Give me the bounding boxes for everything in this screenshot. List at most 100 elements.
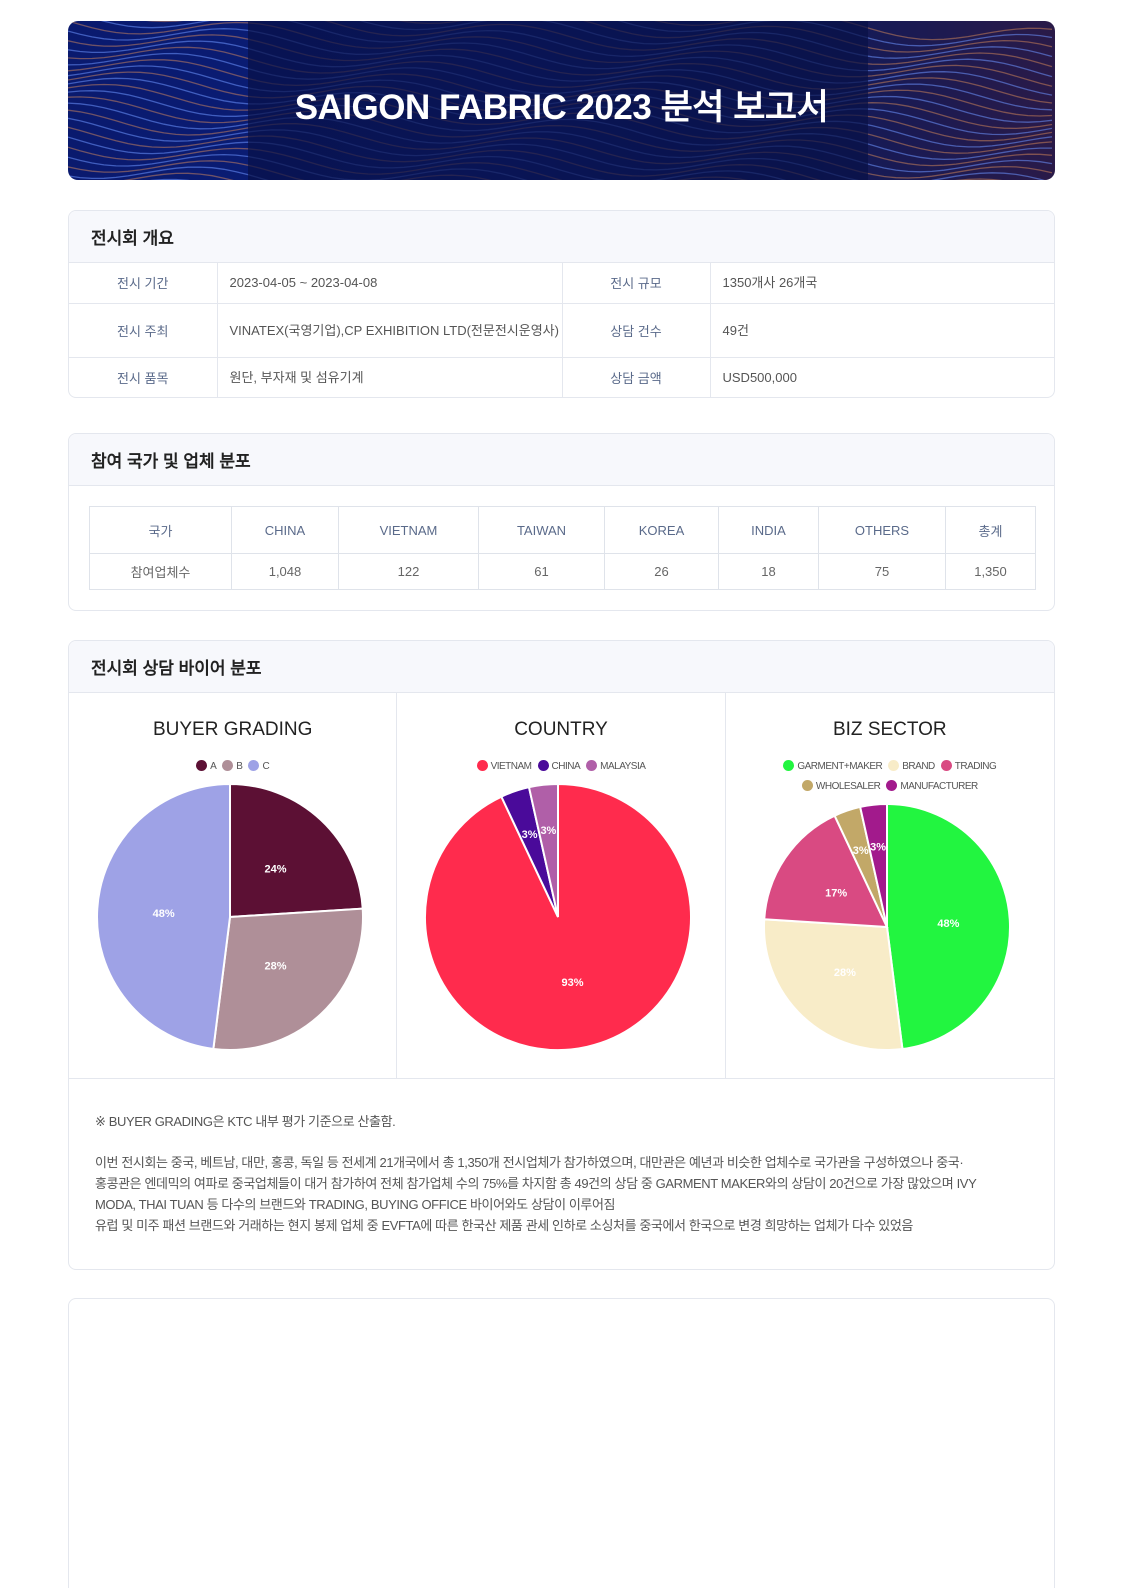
overview-card: 전시회 개요 전시 기간 2023-04-05 ~ 2023-04-08 전시 … — [68, 210, 1055, 398]
chart-biz-sector: BIZ SECTOR GARMENT+MAKER BRAND TRADING WHOL… — [726, 693, 1054, 1078]
pie-slice — [229, 782, 364, 919]
chart-title: BUYER GRADING — [152, 719, 313, 740]
banner-wave-line — [398, 21, 1053, 53]
overview-value: 1350개사 26개국 — [722, 275, 818, 291]
empty-card — [68, 1298, 1055, 1588]
country-col-header: 국가 — [89, 506, 232, 554]
country-cell: 122 — [338, 553, 479, 590]
legend-swatch — [888, 760, 900, 771]
overview-row: 전시 품목 원단, 부자재 및 섬유기계 상담 금액 USD500,000 — [69, 356, 1054, 397]
pie-chart: 48% 28% 17% 3% 3% — [762, 802, 1011, 1051]
banner-wave-pattern — [68, 21, 1053, 180]
report-title: SAIGON FABRIC 2023 분석 보고서 — [294, 88, 829, 127]
banner-wave-line — [68, 166, 269, 180]
country-cell: 참여업체수 — [89, 553, 232, 590]
legend-swatch — [248, 760, 260, 771]
pie-value-label: 24% — [264, 864, 286, 876]
buyer-card: 전시회 상담 바이어 분포 BUYER GRADING A B C 24% 28% 48… — [68, 640, 1055, 1270]
legend-item: CHINA — [537, 757, 581, 777]
summary-line: 이번 전시회는 중국, 베트남, 대만, 홍콩, 독일 등 전세계 21개국에서… — [95, 1155, 964, 1170]
pie-value-label: 3% — [870, 841, 886, 853]
pie-value-label: 3% — [541, 825, 557, 837]
pie-slice — [528, 782, 560, 918]
legend-swatch — [886, 780, 898, 791]
banner-center-shade — [248, 21, 868, 180]
pie-slice — [212, 907, 364, 1051]
overview-value: 원단, 부자재 및 섬유기계 — [217, 356, 563, 397]
country-cell: 1,048 — [231, 553, 339, 590]
overview-value: 2023-04-05 ~ 2023-04-08 — [217, 263, 563, 303]
country-card: 참여 국가 및 업체 분포 국가 CHINA VIETNAM TAIWAN KO… — [68, 433, 1055, 611]
legend-swatch — [537, 760, 549, 771]
pie-slice — [96, 782, 231, 1051]
pie-value-label: 48% — [153, 908, 175, 920]
chart-legend: A B C — [69, 757, 396, 777]
legend-item: A — [196, 757, 217, 777]
overview-row: 전시 주최 VINATEX(국영기업),CP EXHIBITION LTD(전문… — [69, 302, 1054, 357]
chart-country: COUNTRY VIETNAM CHINA MALAYSIA 93% 3% 3% — [397, 693, 726, 1078]
overview-label: 전시 기간 — [69, 263, 218, 303]
pie-value-label: 3% — [522, 829, 538, 841]
overview-label: 전시 주최 — [69, 302, 218, 357]
chart-legend: GARMENT+MAKER BRAND TRADING WHOLESALER MANUF… — [726, 757, 1054, 797]
pie-slice — [762, 918, 904, 1051]
banner-wave-line — [617, 21, 1053, 47]
country-col-header: TAIWAN — [478, 506, 605, 554]
banner-wave-line — [68, 160, 492, 180]
legend-label: WHOLESALER — [815, 781, 881, 792]
summary-line: MODA, THAI TUAN 등 다수의 브랜드와 TRADING, BUYI… — [95, 1197, 616, 1212]
charts-row: BUYER GRADING A B C 24% 28% 48% COUNTRY VIET… — [69, 693, 1054, 1079]
legend-label: B — [236, 761, 243, 772]
legend-item: BRAND — [888, 757, 935, 777]
legend-swatch — [196, 760, 208, 771]
legend-label: C — [262, 761, 270, 772]
pie-value-label: 28% — [264, 961, 286, 973]
overview-value: 49건 — [710, 302, 1054, 357]
pie-value-label: 93% — [562, 977, 584, 989]
overview-label: 상담 금액 — [562, 356, 711, 397]
legend-label: BRAND — [902, 761, 935, 772]
pie-slice — [885, 802, 1011, 1051]
summary-line: 홍콩관은 엔데믹의 여파로 중국업체들이 대거 참가하여 전체 참가업체 수의 … — [95, 1176, 977, 1191]
pie-chart: 93% 3% 3% — [424, 782, 693, 1051]
pie-value-label: 28% — [834, 967, 856, 979]
country-col-header: INDIA — [718, 506, 819, 554]
legend-label: MALAYSIA — [600, 761, 646, 772]
chart-buyer-grading: BUYER GRADING A B C 24% 28% 48% — [69, 693, 398, 1078]
banner-wave-line — [654, 21, 1053, 41]
pie-slice — [858, 802, 888, 928]
legend-item: GARMENT+MAKER — [783, 757, 883, 777]
country-col-header: VIETNAM — [338, 506, 479, 554]
legend-item: MANUFACTURER — [886, 777, 978, 797]
country-table: 국가 CHINA VIETNAM TAIWAN KOREA INDIA OTHE… — [89, 506, 1036, 590]
footnote: ※ BUYER GRADING은 KTC 내부 평가 기준으로 산출함. — [95, 1114, 396, 1129]
buyer-header: 전시회 상담 바이어 분포 — [69, 641, 1054, 693]
pie-value-label: 17% — [825, 887, 847, 899]
legend-swatch — [783, 760, 795, 771]
pie-chart: 24% 28% 48% — [96, 782, 364, 1051]
overview-value: USD500,000 — [710, 356, 1054, 397]
country-data-row: 참여업체수 1,048 122 61 26 18 75 1,350 — [89, 553, 1036, 590]
chart-title: COUNTRY — [514, 719, 608, 740]
legend-item: VIETNAM — [476, 757, 532, 777]
pie-slice — [762, 814, 889, 929]
country-col-header: 총계 — [945, 506, 1036, 554]
pie-value-label: 48% — [937, 918, 959, 930]
legend-swatch — [586, 760, 598, 771]
summary-line: 유럽 및 미주 패션 브랜드와 거래하는 현지 봉제 업체 중 EVFTA에 따… — [95, 1218, 913, 1233]
country-cell: 61 — [478, 553, 605, 590]
legend-swatch — [801, 780, 813, 791]
country-col-header: OTHERS — [818, 506, 946, 554]
overview-label: 상담 건수 — [562, 302, 711, 357]
legend-label: TRADING — [954, 761, 997, 772]
legend-swatch — [476, 760, 488, 771]
report-banner: SAIGON FABRIC 2023 분석 보고서 — [68, 21, 1055, 180]
chart-legend: VIETNAM CHINA MALAYSIA — [397, 757, 724, 777]
country-cell: 26 — [604, 553, 719, 590]
legend-label: GARMENT+MAKER — [797, 761, 883, 772]
banner-wave-line — [68, 146, 749, 180]
legend-label: MANUFACTURER — [900, 781, 978, 792]
country-col-header: KOREA — [604, 506, 719, 554]
country-cell: 1,350 — [945, 553, 1036, 590]
overview-label: 전시 품목 — [69, 356, 218, 397]
